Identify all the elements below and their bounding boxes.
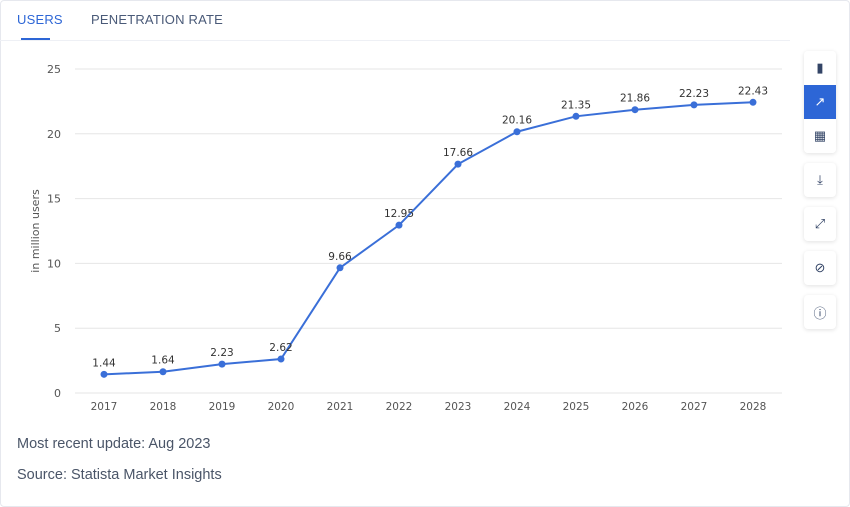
data-point: [100, 370, 108, 378]
data-point: [749, 98, 757, 106]
data-point: [513, 128, 521, 136]
data-label: 17.66: [443, 147, 473, 159]
data-label: 22.23: [679, 88, 709, 100]
x-tick-label: 2021: [327, 401, 354, 413]
x-tick-label: 2023: [445, 401, 472, 413]
y-tick-label: 20: [47, 128, 61, 141]
data-label: 9.66: [328, 251, 352, 263]
data-label: 20.16: [502, 115, 532, 127]
data-point: [159, 368, 167, 376]
tab-users[interactable]: USERS: [17, 12, 63, 27]
y-axis-label: in million users: [29, 189, 42, 273]
tab-bar: USERS PENETRATION RATE: [0, 0, 790, 41]
chart-toolbar: ▮ ↗ ▦ ⤓ ⤢ ⊘ ⓘ: [804, 51, 836, 339]
x-tick-label: 2022: [386, 401, 413, 413]
y-tick-label: 10: [47, 257, 61, 270]
update-note: Most recent update: Aug 2023: [17, 436, 211, 452]
expand-icon[interactable]: ⤢: [804, 207, 836, 241]
data-point: [218, 360, 226, 368]
x-tick-label: 2028: [740, 401, 767, 413]
x-tick-label: 2024: [504, 401, 531, 413]
line-chart-icon[interactable]: ↗: [804, 85, 836, 119]
table-icon[interactable]: ▦: [804, 119, 836, 153]
x-tick-label: 2020: [268, 401, 295, 413]
tab-penetration-rate[interactable]: PENETRATION RATE: [91, 12, 224, 27]
series-line: [103, 101, 754, 376]
data-label: 21.86: [620, 93, 650, 105]
data-label: 21.35: [561, 99, 591, 111]
x-tick-label: 2017: [91, 401, 118, 413]
data-label: 12.95: [384, 208, 414, 220]
x-tick-label: 2019: [209, 401, 236, 413]
data-point: [631, 106, 639, 114]
x-tick-label: 2026: [622, 401, 649, 413]
x-tick-label: 2025: [563, 401, 590, 413]
y-tick-label: 15: [47, 193, 61, 206]
x-tick-label: 2027: [681, 401, 708, 413]
data-label: 22.43: [738, 85, 768, 97]
download-icon[interactable]: ⤓: [804, 163, 836, 197]
data-point: [336, 264, 344, 272]
data-point: [690, 101, 698, 109]
data-point: [454, 160, 462, 168]
data-label: 2.23: [210, 347, 233, 359]
data-point: [277, 355, 285, 363]
data-label: 1.64: [151, 355, 175, 367]
y-tick-label: 0: [54, 387, 61, 400]
info-icon[interactable]: ⓘ: [804, 295, 836, 329]
y-tick-label: 5: [54, 322, 61, 335]
x-tick-label: 2018: [150, 401, 177, 413]
data-label: 2.62: [269, 342, 292, 354]
active-tab-indicator: [21, 38, 50, 40]
data-point: [572, 112, 580, 120]
y-tick-label: 25: [47, 63, 61, 76]
data-label: 1.44: [92, 357, 116, 369]
hide-icon[interactable]: ⊘: [804, 251, 836, 285]
source-note: Source: Statista Market Insights: [17, 467, 222, 483]
bar-chart-icon[interactable]: ▮: [804, 51, 836, 85]
data-point: [395, 221, 403, 229]
